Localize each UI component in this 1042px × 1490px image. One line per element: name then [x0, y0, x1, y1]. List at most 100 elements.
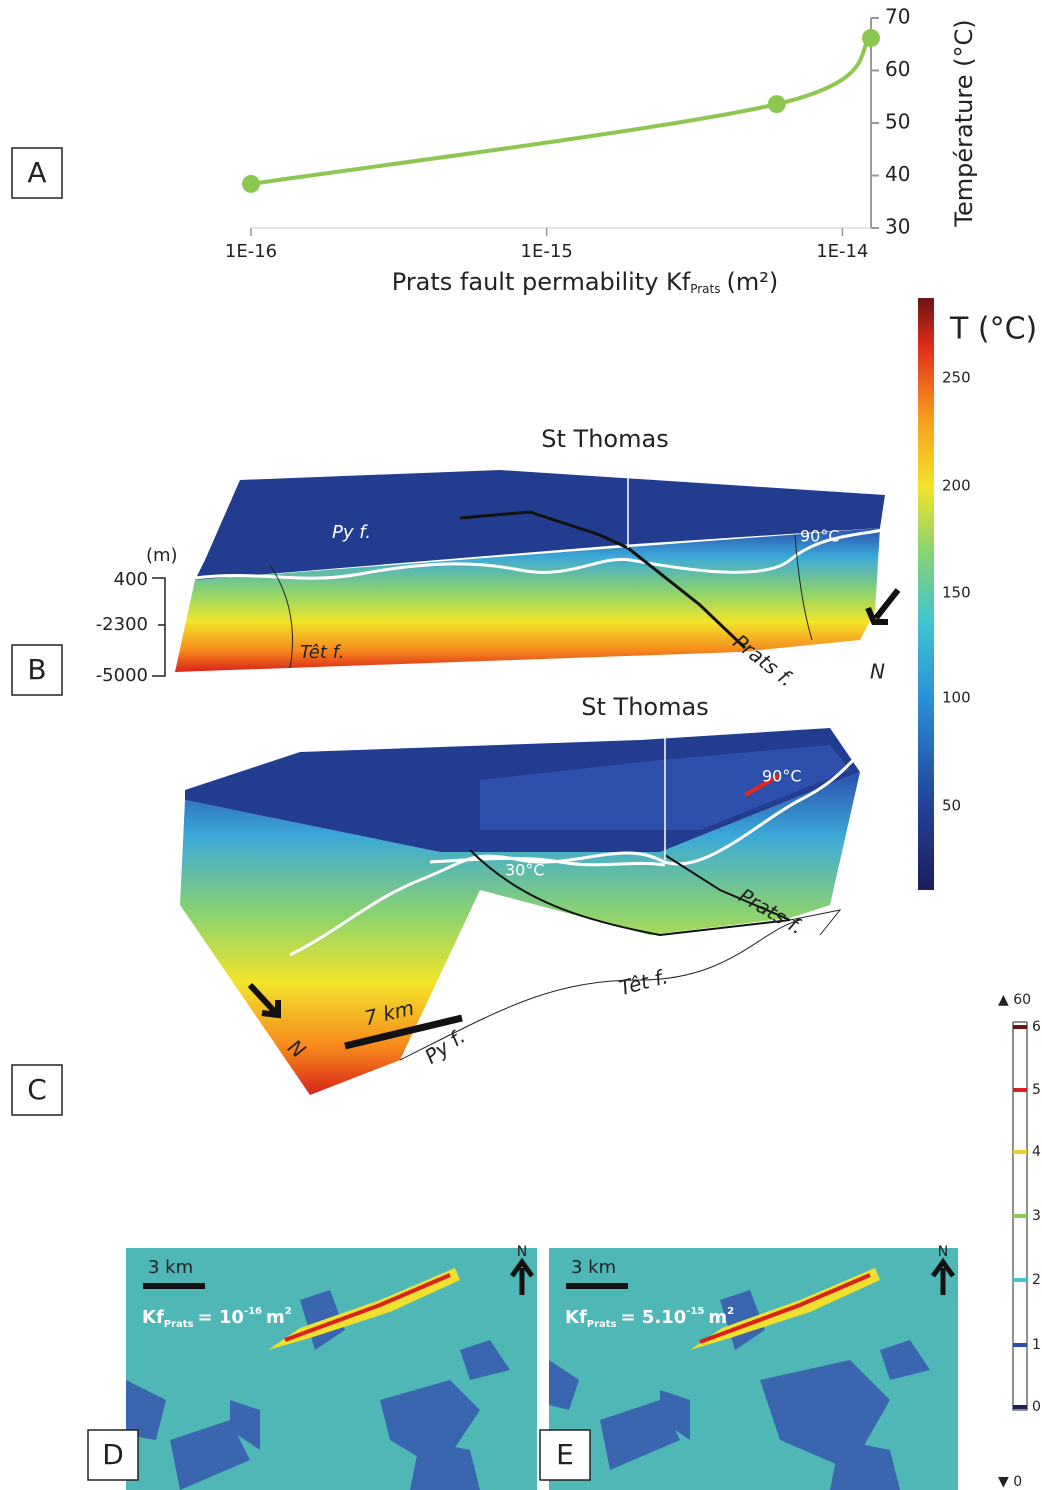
anomaly-core: [284, 1273, 451, 1342]
depth-scale: [152, 577, 166, 677]
kf-unit-exp: 2: [727, 1306, 734, 1317]
data-point: [767, 95, 786, 114]
fault-line: [399, 909, 842, 1061]
colorbar-tick: 0: [1032, 1399, 1041, 1415]
depth-label: 400: [114, 569, 148, 590]
kf-unit: m: [708, 1307, 727, 1328]
north-arrow: [930, 1257, 956, 1295]
x-axis-label: Prats fault permability KfPrats (m²): [392, 268, 778, 296]
kf-eq: = 5.10: [621, 1307, 687, 1328]
y-tick-label: 40: [885, 162, 910, 186]
kf-label: KfPrats = 10-16 m2: [142, 1306, 292, 1330]
colorbar-tick: 3: [1032, 1208, 1041, 1224]
anomaly-core: [699, 1273, 871, 1344]
kf-sub: Prats: [164, 1319, 194, 1330]
x-tick-label: 1E-15: [521, 241, 573, 262]
y-tick-label: 70: [885, 5, 910, 29]
depth-label: -2300: [96, 614, 148, 635]
kf-exp: -16: [244, 1306, 262, 1317]
scale-label: 3 km: [148, 1257, 193, 1278]
colorbar-min: ▼ 0: [998, 1474, 1022, 1490]
panel-label: C: [27, 1073, 47, 1106]
kf-label: KfPrats = 5.10-15 m2: [565, 1306, 734, 1330]
fault-label: Py f.: [420, 1024, 469, 1069]
panel-label: D: [102, 1438, 124, 1471]
colorbar-tick: 5: [1032, 1082, 1041, 1098]
x-label-unit: (m²): [727, 268, 779, 296]
block-side: [175, 528, 880, 672]
fault-label: Têt f.: [300, 642, 344, 663]
map-blob: [549, 1290, 930, 1490]
panel-label: A: [27, 156, 46, 189]
y-axis-label: Température (°C): [950, 19, 978, 227]
kf-sub: Prats: [587, 1319, 617, 1330]
colorbar-tick: 100: [942, 689, 971, 707]
colorbar-tick: 250: [942, 369, 971, 387]
colorbar-tick: 6: [1032, 1019, 1041, 1035]
north-label: N: [938, 1244, 948, 1260]
panel-box: [11, 147, 63, 199]
isotherm-label: 90°C: [800, 527, 840, 546]
kf-unit: m: [266, 1307, 285, 1328]
depth-unit: (m): [146, 545, 178, 566]
fault-line: [469, 849, 791, 937]
colorbar-tick: 200: [942, 477, 971, 495]
north-label: N: [517, 1244, 527, 1260]
site-label: St Thomas: [541, 425, 668, 453]
y-tick-label: 60: [885, 57, 910, 81]
colorbar-levels: [1013, 1025, 1027, 1409]
block-side: [180, 772, 860, 1095]
fault-line: [459, 510, 747, 650]
panel-a: 30 40 50 60 70 1E-16 1E-15 1E-14: [225, 5, 911, 263]
isotherm: [289, 753, 861, 957]
kf-eq: = 10: [198, 1307, 244, 1328]
isotherm: [194, 528, 883, 580]
map-blob: [126, 1290, 510, 1490]
fault-label: Têt f.: [617, 964, 671, 1000]
x-label-text: Prats fault permability Kf: [392, 268, 691, 296]
north-arrow: [247, 982, 281, 1019]
site-label: St Thomas: [581, 693, 708, 721]
depth-label: -5000: [96, 665, 148, 686]
colorbar-tick: 2: [1032, 1272, 1041, 1288]
isotherm-label: 90°C: [762, 767, 802, 786]
scale-label: 3 km: [571, 1257, 616, 1278]
block-top: [195, 470, 885, 580]
north-arrow: [865, 588, 901, 625]
panel-box: [87, 1429, 139, 1481]
north-arrow: [509, 1257, 535, 1295]
map-d: 3 km N KfPrats = 10-16 m2 D: [87, 1244, 537, 1490]
x-tick-label: 1E-14: [816, 241, 868, 262]
kf-unit-exp: 2: [285, 1306, 292, 1317]
data-point: [242, 174, 260, 193]
colorbar-max: ▲ 60: [998, 992, 1031, 1008]
kf: Kf: [565, 1307, 587, 1328]
series-line: [250, 36, 873, 186]
x-tick-label: 1E-16: [225, 241, 277, 262]
colorbar-title: T (°C): [949, 312, 1037, 347]
colorbar-tick: 150: [942, 584, 971, 602]
kf: Kf: [142, 1307, 164, 1328]
isotherm: [429, 856, 666, 867]
kf-exp: -15: [686, 1306, 704, 1317]
panel-box: [11, 644, 63, 696]
isotherm-label: 30°C: [505, 861, 545, 880]
panel-label: B: [27, 653, 46, 686]
colorbar: [918, 298, 934, 890]
scale-bar: [344, 1014, 463, 1050]
panel-box: [11, 1064, 63, 1116]
y-tick-label: 30: [885, 215, 910, 239]
panel-label: E: [556, 1438, 574, 1471]
y-tick-label: 50: [885, 110, 910, 134]
x-label-sub: Prats: [690, 282, 720, 296]
colorbar-tick: 1: [1032, 1337, 1041, 1353]
panel-box: [539, 1429, 591, 1481]
map-e: 3 km N KfPrats = 5.10-15 m2 E: [539, 1244, 958, 1490]
colorbar-tick: 4: [1032, 1144, 1041, 1160]
colorbar-tick: 50: [942, 797, 961, 815]
data-point: [862, 28, 880, 47]
fault-label: Py f.: [332, 522, 371, 543]
flow-arrow: [744, 773, 781, 797]
